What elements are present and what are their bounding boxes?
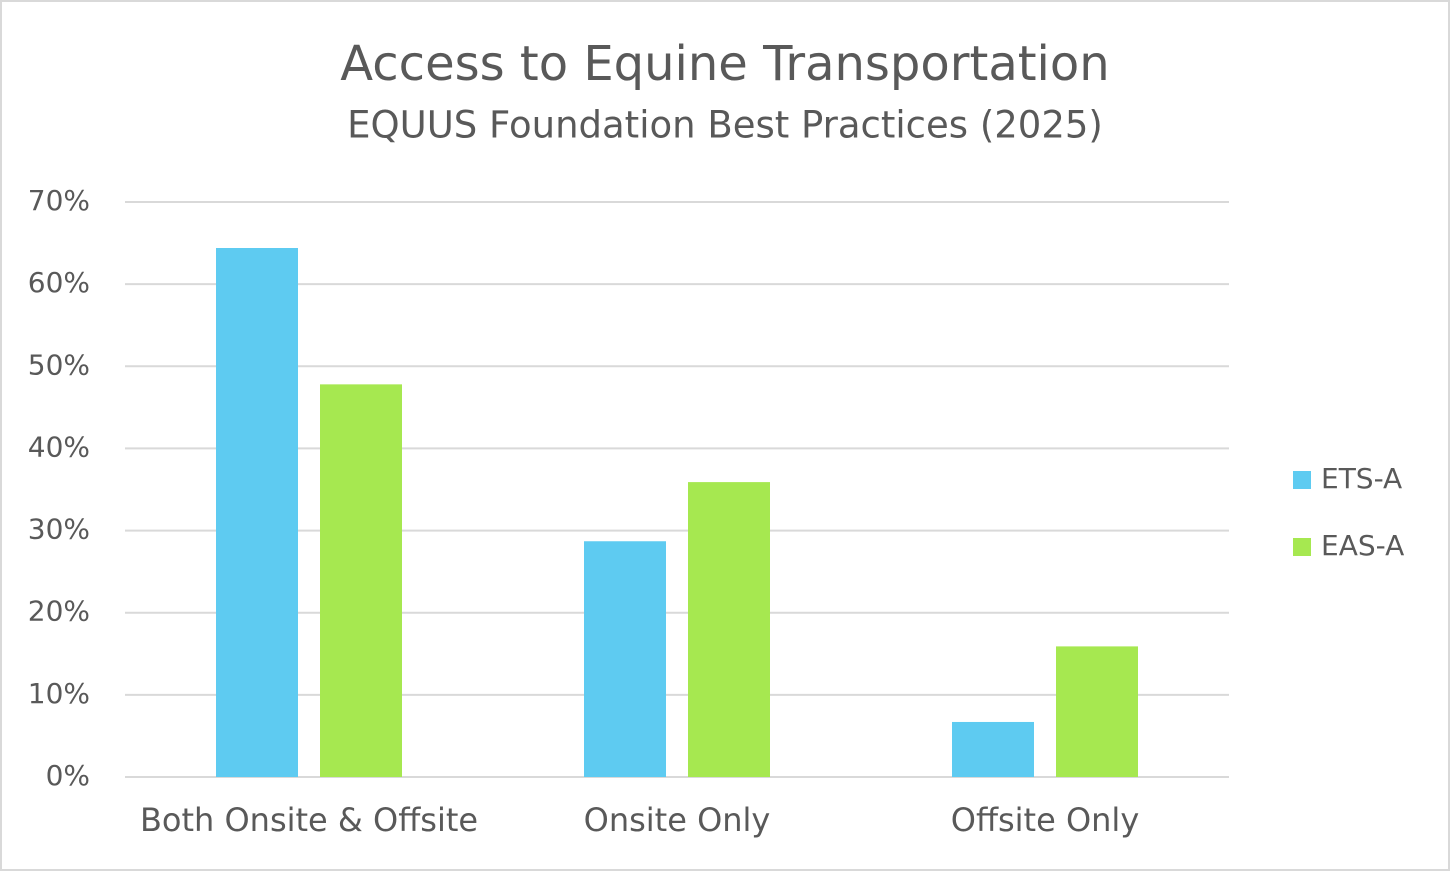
y-tick-label: 0% — [46, 759, 90, 792]
bar — [216, 248, 298, 777]
bar — [584, 541, 666, 777]
x-tick-label: Offsite Only — [951, 801, 1140, 839]
legend-label: EAS-A — [1321, 529, 1404, 562]
y-tick-label: 10% — [28, 677, 90, 710]
bar — [320, 384, 402, 777]
y-tick-label: 30% — [28, 513, 90, 546]
legend-label: ETS-A — [1321, 462, 1402, 495]
y-tick-label: 70% — [28, 184, 90, 217]
y-tick-label: 50% — [28, 348, 90, 381]
x-tick-label: Onsite Only — [584, 801, 771, 839]
legend-swatch — [1293, 471, 1311, 489]
chart-title: Access to Equine Transportation — [340, 36, 1109, 92]
bar — [688, 482, 770, 777]
bar — [1056, 646, 1138, 777]
y-tick-label: 60% — [28, 266, 90, 299]
y-tick-label: 40% — [28, 430, 90, 463]
y-tick-label: 20% — [28, 595, 90, 628]
bar — [952, 721, 1034, 777]
chart-subtitle: EQUUS Foundation Best Practices (2025) — [347, 104, 1103, 147]
x-tick-label: Both Onsite & Offsite — [140, 801, 478, 839]
legend-swatch — [1293, 538, 1311, 556]
